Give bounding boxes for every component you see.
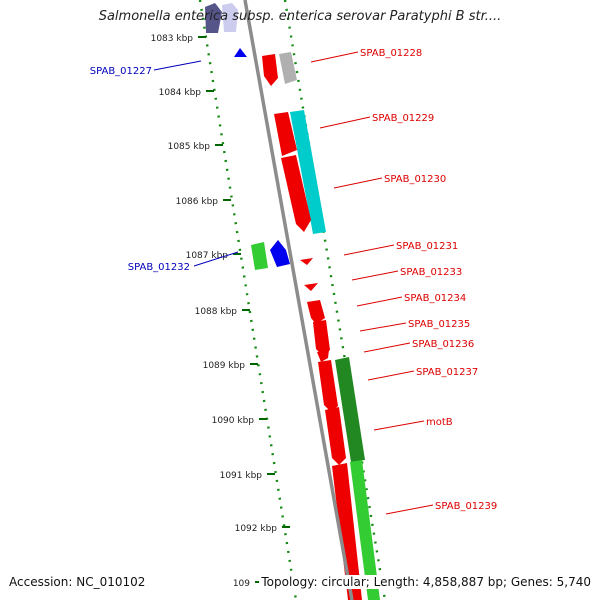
leader-line bbox=[373, 420, 425, 431]
gene-arrow-spab-01227-a bbox=[205, 3, 222, 33]
leader-line bbox=[333, 177, 383, 189]
gene-arrow-spab-01232-a bbox=[251, 242, 268, 270]
gene-arrow-spab-01234 bbox=[304, 283, 318, 291]
leader-line bbox=[153, 60, 202, 71]
gene-label-text: SPAB_01227 bbox=[90, 66, 152, 77]
tick-label: 1090 kbp bbox=[212, 416, 255, 426]
gene-label-text: SPAB_01234 bbox=[404, 293, 466, 304]
leader-line bbox=[343, 244, 395, 256]
gene-arrow-spab-01229 bbox=[274, 112, 297, 156]
leader-line bbox=[385, 504, 434, 515]
gene-label-text: SPAB_01233 bbox=[400, 267, 462, 278]
gene-label-spab_01236: SPAB_01236 bbox=[363, 339, 474, 353]
gene-arrow-motb-b bbox=[350, 460, 380, 600]
backbone-line bbox=[243, 0, 354, 600]
gene-arrow-spab-01235 bbox=[307, 300, 325, 324]
tick-label: 1084 kbp bbox=[159, 88, 202, 98]
tick-5: 1088 kbp bbox=[195, 307, 250, 317]
tick-label: 1087 kbp bbox=[186, 251, 229, 261]
tick-label: 1086 kbp bbox=[176, 197, 219, 207]
leader-line bbox=[359, 322, 407, 332]
leader-line bbox=[363, 342, 411, 353]
gene-arrow-spab-01228 bbox=[262, 54, 278, 86]
leader-line bbox=[310, 51, 359, 63]
leader-line bbox=[356, 296, 403, 307]
gene-label-text: motB bbox=[426, 417, 453, 428]
tick-label: 1085 kbp bbox=[168, 142, 211, 152]
gene-label-spab_01235: SPAB_01235 bbox=[359, 319, 470, 332]
label-leader-lines: SPAB_01227 SPAB_01228 SPAB_01229 SPAB_01230… bbox=[90, 48, 497, 515]
gene-arrow-spab-01230 bbox=[281, 155, 311, 232]
gene-label-text: SPAB_01236 bbox=[412, 339, 474, 350]
tick-label: 1092 kbp bbox=[235, 524, 278, 534]
tick-7: 1090 kbp bbox=[212, 416, 267, 426]
gene-label-spab_01230: SPAB_01230 bbox=[333, 174, 446, 189]
gene-label-spab_01232: SPAB_01232 bbox=[128, 251, 239, 273]
leader-line bbox=[319, 116, 371, 129]
gene-label-spab_01228: SPAB_01228 bbox=[310, 48, 422, 63]
tick-label: 1088 kbp bbox=[195, 307, 238, 317]
gene-label-spab_01234: SPAB_01234 bbox=[356, 293, 466, 307]
scale-ticks: 1083 kbp 1084 kbp 1085 kbp 1086 kbp 1087 kbp… bbox=[151, 34, 290, 589]
gene-arrow-spab-01236-b bbox=[317, 350, 329, 362]
feature-tracks bbox=[205, 3, 380, 600]
gene-arrow-spab-01237 bbox=[318, 360, 338, 412]
gene-label-text: SPAB_01239 bbox=[435, 501, 497, 512]
gene-label-text: SPAB_01228 bbox=[360, 48, 422, 59]
gene-label-spab_01239: SPAB_01239 bbox=[385, 501, 497, 515]
topology-text: Topology: circular; Length: 4,858,887 bp… bbox=[259, 575, 591, 589]
gene-label-spab_01227: SPAB_01227 bbox=[90, 60, 202, 77]
gene-label-text: SPAB_01235 bbox=[408, 319, 470, 330]
gene-label-text: SPAB_01229 bbox=[372, 113, 434, 124]
gene-label-spab_01237: SPAB_01237 bbox=[367, 367, 478, 381]
gene-arrow-spab-01228-b bbox=[279, 52, 297, 84]
gene-label-text: SPAB_01232 bbox=[128, 262, 190, 273]
gene-arrow-spab-01232-b bbox=[270, 240, 290, 267]
tick-label: 1089 kbp bbox=[203, 361, 246, 371]
dotted-line-1 bbox=[198, 0, 298, 600]
tick-3: 1086 kbp bbox=[176, 197, 231, 207]
leader-line bbox=[193, 251, 239, 267]
tick-label: 109 bbox=[233, 579, 250, 589]
tick-4: 1087 kbp bbox=[186, 251, 241, 261]
gene-arrow-spab-01227-c bbox=[234, 48, 247, 57]
gene-label-text: SPAB_01237 bbox=[416, 367, 478, 378]
gene-label-motb: motB bbox=[373, 417, 453, 431]
gene-arrow-spab-01233 bbox=[300, 258, 313, 265]
leader-line bbox=[367, 370, 415, 381]
gene-label-text: SPAB_01230 bbox=[384, 174, 446, 185]
gene-label-spab_01233: SPAB_01233 bbox=[351, 267, 462, 281]
gene-arrow-spab-01236 bbox=[313, 320, 330, 356]
gene-arrow-spab-01239 bbox=[332, 463, 362, 600]
backbone bbox=[243, 0, 354, 600]
gene-label-text: SPAB_01231 bbox=[396, 241, 458, 252]
gene-label-spab_01231: SPAB_01231 bbox=[343, 241, 458, 256]
gene-label-spab_01229: SPAB_01229 bbox=[319, 113, 434, 129]
tick-6: 1089 kbp bbox=[203, 361, 258, 371]
leader-line bbox=[351, 270, 399, 281]
tick-2: 1085 kbp bbox=[168, 142, 223, 152]
gene-arrow-spab-01227-b bbox=[222, 3, 238, 32]
tick-1: 1084 kbp bbox=[159, 88, 214, 98]
tick-8: 1091 kbp bbox=[220, 471, 275, 481]
map-title: Salmonella enterica subsp. enterica sero… bbox=[98, 9, 502, 24]
gene-arrow-motb bbox=[325, 407, 346, 465]
gene-arrow-spab-01229-b bbox=[290, 110, 326, 234]
tick-9: 1092 kbp bbox=[235, 524, 290, 534]
tick-0: 1083 kbp bbox=[151, 34, 206, 44]
gene-arrow-spab-01237-b bbox=[335, 357, 365, 462]
accession-text: Accession: NC_010102 bbox=[9, 575, 146, 589]
tick-label: 1091 kbp bbox=[220, 471, 263, 481]
tick-label: 1083 kbp bbox=[151, 34, 194, 44]
